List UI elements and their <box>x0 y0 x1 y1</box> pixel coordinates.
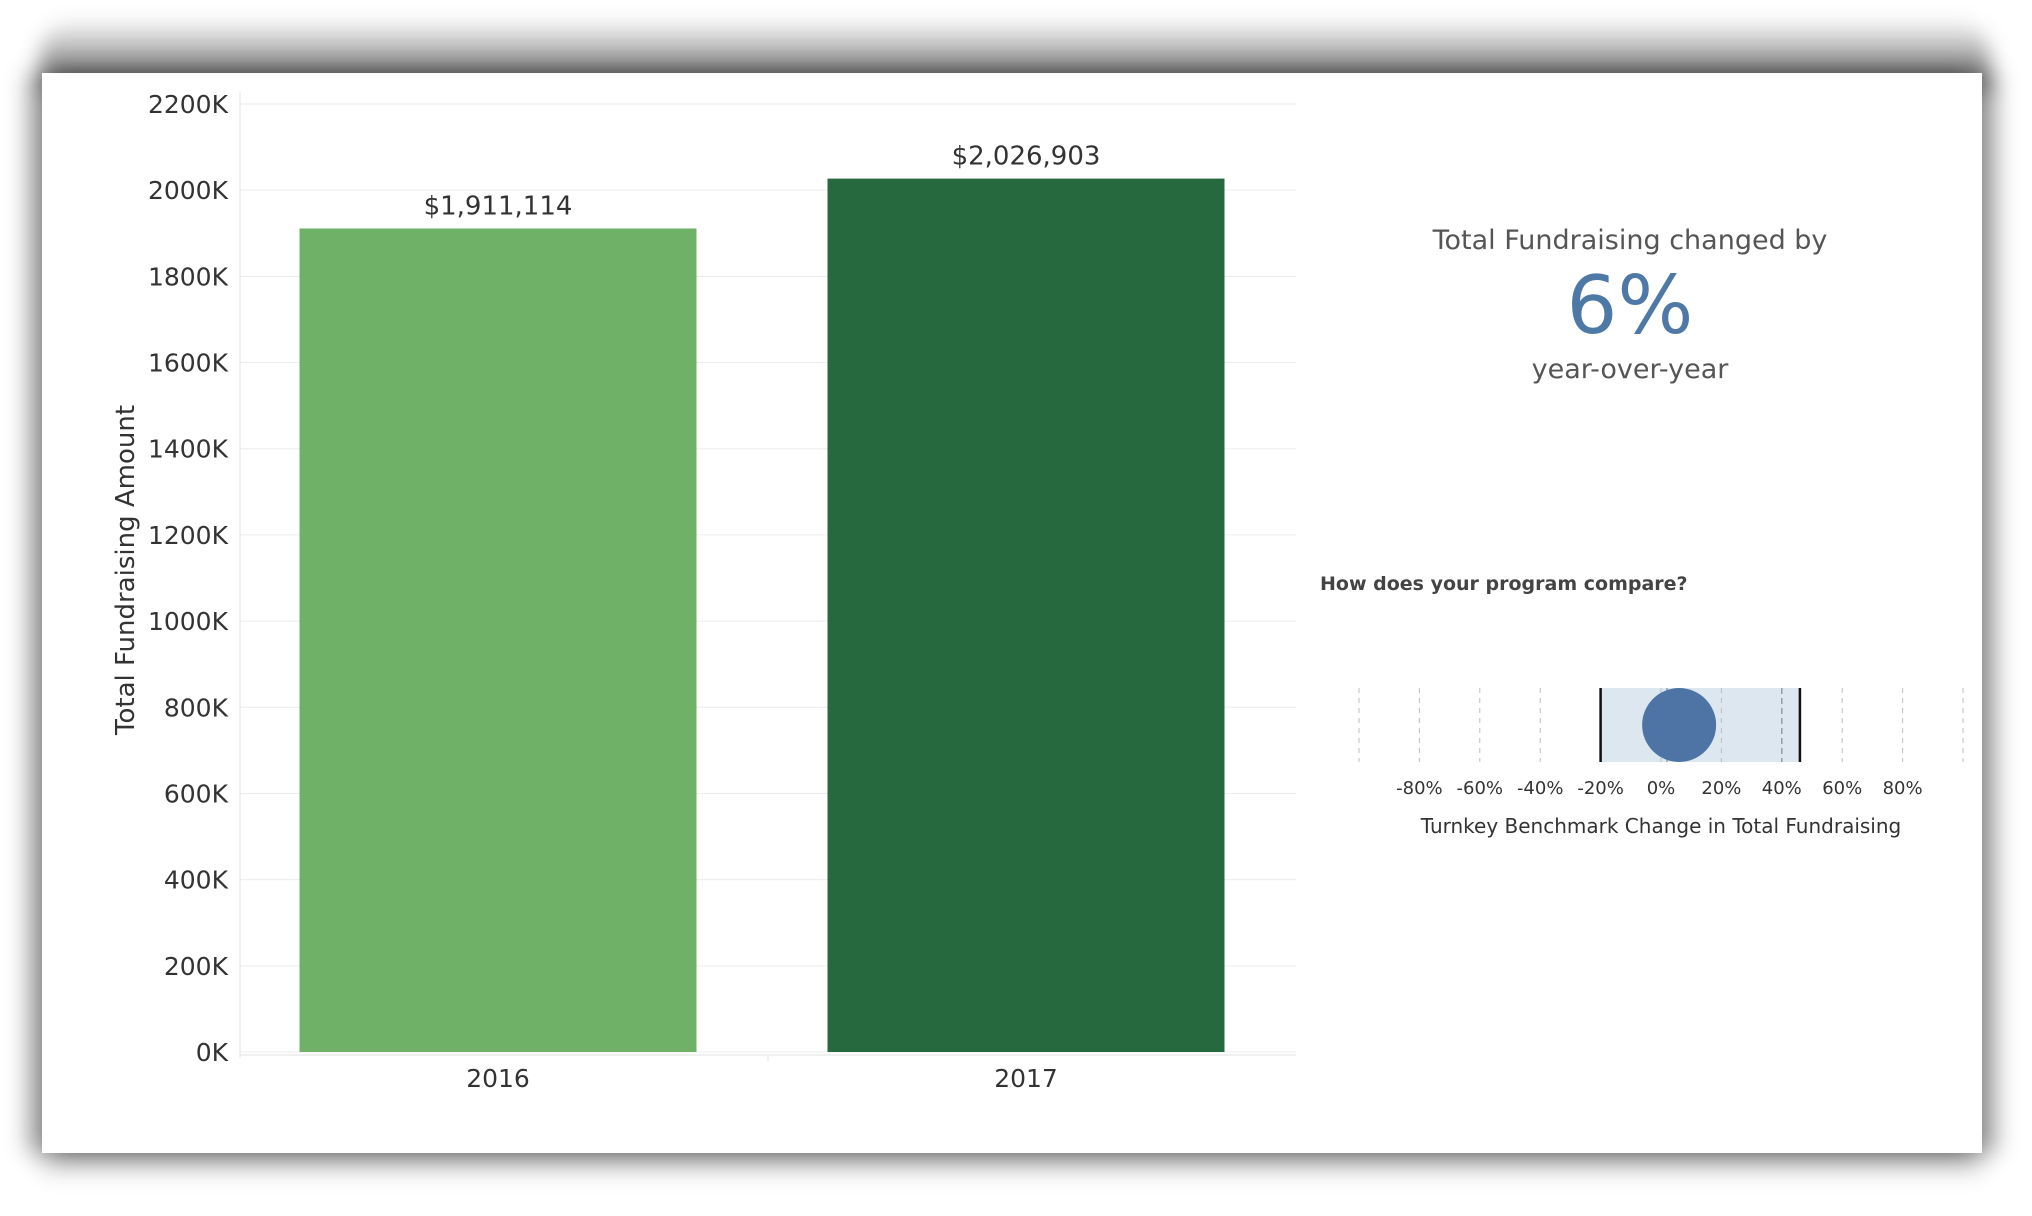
benchmark-x-axis-title: Turnkey Benchmark Change in Total Fundra… <box>1420 814 1901 838</box>
kpi-value: 6% <box>1566 259 1694 352</box>
y-tick-label: 600K <box>164 779 229 808</box>
bar-2017 <box>827 178 1225 1053</box>
y-tick-label: 400K <box>164 866 229 895</box>
bar-data-labels: $1,911,114 $2,026,903 <box>424 142 1101 222</box>
benchmark-tick-label: -40% <box>1517 778 1564 799</box>
x-tick-label-2017: 2017 <box>994 1064 1058 1093</box>
benchmark-program-dot <box>1642 688 1717 762</box>
y-tick-label: 800K <box>164 693 229 722</box>
data-label-2017: $2,026,903 <box>952 142 1101 172</box>
y-axis-title: Total Fundraising Amount <box>111 405 141 736</box>
x-tick-labels: 2016 2017 <box>466 1064 1058 1093</box>
bar-axes <box>239 92 1296 1061</box>
benchmark-tick-label: 40% <box>1762 778 1802 799</box>
bar-2016 <box>299 228 697 1053</box>
bar-marks <box>299 178 1225 1053</box>
benchmark-tick-labels: -80% -60% -40% -20% 0% 20% 40% 60% 80% <box>1396 778 1922 799</box>
benchmark-tick-label: -80% <box>1396 778 1443 799</box>
benchmark-tick-label: 0% <box>1647 778 1676 799</box>
kpi-block: Total Fundraising changed by 6% year-ove… <box>1300 225 1960 385</box>
y-tick-label: 1600K <box>148 349 229 378</box>
y-tick-label: 2200K <box>148 90 229 119</box>
y-tick-label: 0K <box>196 1038 229 1067</box>
y-tick-label: 1000K <box>148 607 229 636</box>
benchmark-tick-label: -20% <box>1577 778 1624 799</box>
y-tick-labels: 0K 200K 400K 600K 800K 1000K 1200K 1400K 1600K 18… <box>148 90 229 1067</box>
kpi-lead-text: Total Fundraising changed by <box>1432 225 1828 256</box>
x-tick-label-2016: 2016 <box>466 1064 530 1093</box>
kpi-trail-text: year-over-year <box>1531 354 1729 385</box>
benchmark-title: How does your program compare? <box>1320 573 1688 595</box>
benchmark-tick-label: 80% <box>1883 778 1923 799</box>
y-tick-label: 2000K <box>148 176 229 205</box>
data-label-2016: $1,911,114 <box>424 191 573 221</box>
y-tick-label: 1200K <box>148 521 229 550</box>
benchmark-tick-label: 20% <box>1701 778 1741 799</box>
y-tick-label: 1800K <box>148 262 229 291</box>
benchmark-tick-label: -60% <box>1457 778 1504 799</box>
benchmark-marks <box>1599 688 1802 762</box>
y-tick-label: 1400K <box>148 435 229 464</box>
benchmark-tick-label: 60% <box>1822 778 1862 799</box>
y-tick-label: 200K <box>164 952 229 981</box>
